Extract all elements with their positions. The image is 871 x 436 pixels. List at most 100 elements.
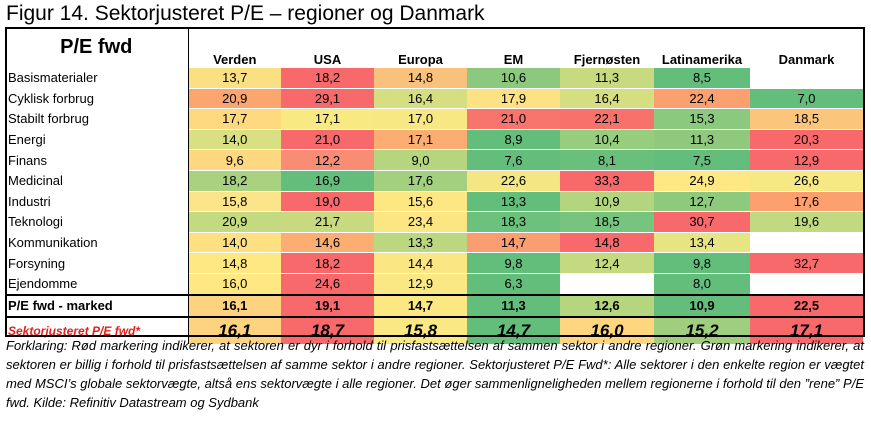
market-cell: 19,1: [281, 293, 374, 317]
heatmap-cell: 9,0: [374, 149, 467, 171]
heatmap-cell: 7,6: [467, 149, 560, 171]
heatmap-cell: 22,6: [467, 169, 560, 192]
heatmap-cell: 14,6: [281, 231, 374, 253]
heatmap-cell: 16,9: [281, 169, 374, 192]
heatmap-cell: 14,8: [560, 231, 654, 253]
table-row: Stabilt forbrug 17,7 17,1 17,0 21,0 22,1 15,3 1…: [5, 108, 863, 130]
market-cell: 22,5: [750, 293, 863, 317]
heatmap-cell: 13,7: [188, 67, 281, 89]
heatmap-cell: 12,2: [281, 149, 374, 171]
corner-label: P/E fwd: [5, 27, 189, 68]
heatmap-cell: 10,6: [467, 67, 560, 89]
heatmap-cell: 6,3: [467, 272, 560, 295]
heatmap-cell: 21,0: [467, 108, 560, 130]
table-row: Medicinal 18,2 16,9 17,6 22,6 33,3 24,9 26,6: [5, 169, 863, 192]
table-row: Kommunikation 14,0 14,6 13,3 14,7 14,8 13,4: [5, 231, 863, 253]
heatmap-cell: 17,7: [188, 108, 281, 130]
heatmap-cell: 15,8: [188, 190, 281, 212]
heatmap-cell: 9,8: [467, 252, 560, 274]
table-row: Industri 15,8 19,0 15,6 13,3 10,9 12,7 17,6: [5, 190, 863, 212]
adjusted-cell: 17,1: [750, 315, 863, 344]
heatmap-cell: 29,1: [281, 87, 374, 109]
heatmap-cell: 17,1: [374, 128, 467, 150]
heatmap-cell: 32,7: [750, 252, 863, 274]
heatmap-cell: 12,9: [374, 272, 467, 295]
table-row: Forsyning 14,8 18,2 14,4 9,8 12,4 9,8 32,7: [5, 252, 863, 274]
heatmap-cell: [750, 272, 863, 295]
heatmap-cell: 23,4: [374, 211, 467, 233]
heatmap-cell: 18,2: [281, 252, 374, 274]
heatmap-cell: 17,1: [281, 108, 374, 130]
adjusted-cell: 15,2: [654, 315, 750, 344]
heatmap-cell: 17,0: [374, 108, 467, 130]
heatmap-cell: 8,9: [467, 128, 560, 150]
column-header: USA: [313, 52, 342, 67]
heatmap-cell: 9,8: [654, 252, 750, 274]
heatmap-cell: 14,8: [374, 67, 467, 89]
heatmap-cell: [560, 272, 654, 295]
market-cell: 11,3: [467, 293, 560, 317]
heatmap-cell: 17,9: [467, 87, 560, 109]
heatmap-cell: [750, 67, 863, 89]
heatmap-cell: 12,4: [560, 252, 654, 274]
heatmap-cell: 14,7: [467, 231, 560, 253]
heatmap-cell: 17,6: [750, 190, 863, 212]
column-header: Europa: [398, 52, 443, 67]
market-cell: 10,9: [654, 293, 750, 317]
row-label: Cyklisk forbrug: [5, 87, 189, 109]
row-label: Energi: [5, 128, 189, 150]
market-cell: 14,7: [374, 293, 467, 317]
heatmap-cell: 8,0: [654, 272, 750, 295]
figure-title: Figur 14. Sektorjusteret P/E – regioner …: [6, 2, 485, 25]
heatmap-cell: [750, 231, 863, 253]
heatmap-cell: 18,5: [750, 108, 863, 130]
heatmap-cell: 30,7: [654, 211, 750, 233]
table-row: Cyklisk forbrug 20,9 29,1 16,4 17,9 16,4 22,4 7…: [5, 87, 863, 109]
heatmap-cell: 19,6: [750, 211, 863, 233]
table-row: Ejendomme 16,0 24,6 12,9 6,3 8,0: [5, 272, 863, 295]
table-row: Finans 9,6 12,2 9,0 7,6 8,1 7,5 12,9: [5, 149, 863, 171]
heatmap-cell: 8,1: [560, 149, 654, 171]
header-row: P/E fwd Verden USA Europa EM Fjernøsten Latina…: [5, 27, 863, 68]
heatmap-cell: 21,7: [281, 211, 374, 233]
row-label: Forsyning: [5, 252, 189, 274]
market-cell: 16,1: [188, 293, 281, 317]
table-row: Energi 14,0 21,0 17,1 8,9 10,4 11,3 20,3: [5, 128, 863, 150]
adjusted-cell: 14,7: [467, 315, 560, 344]
heatmap-cell: 12,9: [750, 149, 863, 171]
heatmap-cell: 12,7: [654, 190, 750, 212]
heatmap-cell: 18,2: [281, 67, 374, 89]
column-header: EM: [503, 52, 524, 67]
heatmap-cell: 22,1: [560, 108, 654, 130]
heatmap-cell: 20,9: [188, 211, 281, 233]
heatmap-cell: 16,0: [188, 272, 281, 295]
market-row-label: P/E fwd - marked: [5, 293, 189, 317]
heatmap-cell: 24,9: [654, 169, 750, 192]
market-row: P/E fwd - marked 16,1 19,1 14,7 11,3 12,6 10,9…: [5, 293, 863, 317]
heatmap-cell: 16,4: [374, 87, 467, 109]
heatmap-cell: 15,3: [654, 108, 750, 130]
heatmap-cell: 9,6: [188, 149, 281, 171]
column-header: Fjernøsten: [573, 52, 641, 67]
heatmap-cell: 14,8: [188, 252, 281, 274]
heatmap-cell: 20,3: [750, 128, 863, 150]
adjusted-row: Sektorjusteret P/E fwd* 16,1 18,7 15,8 14,7 1…: [5, 315, 863, 344]
heatmap-cell: 22,4: [654, 87, 750, 109]
row-label: Finans: [5, 149, 189, 171]
heatmap-cell: 18,5: [560, 211, 654, 233]
heatmap-cell: 13,4: [654, 231, 750, 253]
row-label: Basismaterialer: [5, 67, 189, 89]
row-label: Ejendomme: [5, 272, 189, 295]
table-row: Basismaterialer 13,7 18,2 14,8 10,6 11,3 8,5: [5, 67, 863, 89]
heatmap-cell: 26,6: [750, 169, 863, 192]
legend-note: Forklaring: Rød markering indikerer, at …: [6, 338, 864, 410]
heatmap-cell: 20,9: [188, 87, 281, 109]
heatmap-cell: 10,4: [560, 128, 654, 150]
adjusted-cell: 15,8: [374, 315, 467, 344]
row-label: Stabilt forbrug: [5, 108, 189, 130]
pe-heatmap-table: P/E fwd Verden USA Europa EM Fjernøsten Latina…: [5, 27, 863, 344]
heatmap-cell: 14,0: [188, 128, 281, 150]
table-row: Teknologi 20,9 21,7 23,4 18,3 18,5 30,7 19,6: [5, 211, 863, 233]
heatmap-cell: 10,9: [560, 190, 654, 212]
adjusted-row-label: Sektorjusteret P/E fwd*: [5, 315, 189, 344]
